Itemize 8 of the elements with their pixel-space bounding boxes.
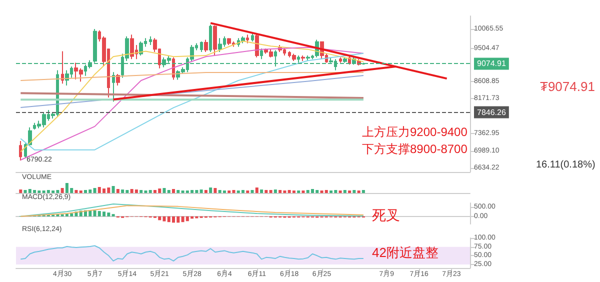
annotation: 42附近盘整 (372, 245, 438, 260)
annotation: 上方压力9200-9400 (362, 125, 468, 139)
text: ₮9074.91 (540, 79, 595, 94)
text: 16.11(0.18%) (536, 160, 596, 170)
ref-line-label: 7846.26 (477, 108, 506, 117)
annotation: 下方支撑8900-8700 (362, 142, 468, 156)
ref-line-label: 9074.91 (477, 59, 506, 68)
annotation: 死叉 (372, 207, 400, 223)
